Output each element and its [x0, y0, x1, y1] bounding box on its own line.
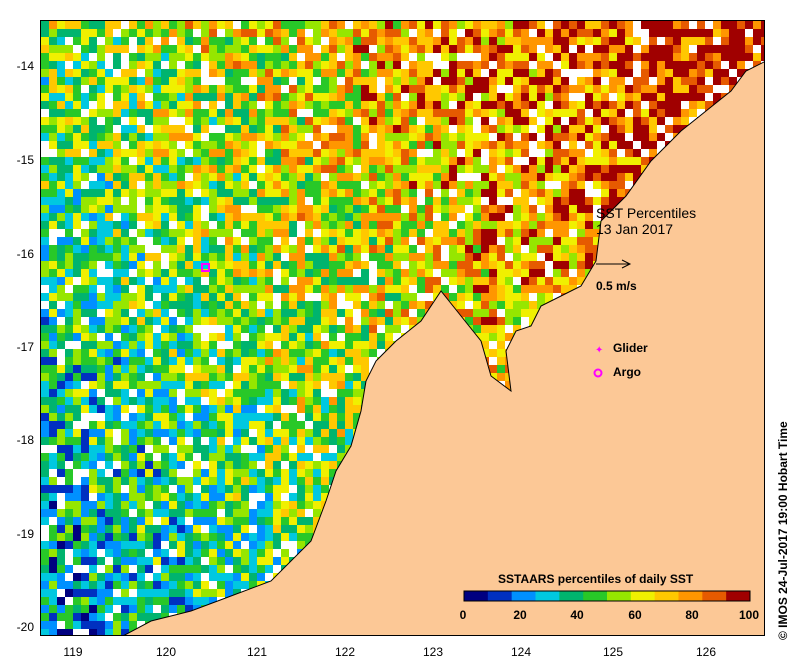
map-title: SST Percentiles — [596, 205, 697, 221]
lat-tick: -14 — [16, 59, 34, 73]
colorbar-swatch — [487, 591, 513, 601]
lon-tick: 123 — [422, 645, 444, 659]
lon-tick: 124 — [510, 645, 532, 659]
lon-tick: 122 — [334, 645, 356, 659]
colorbar-swatch — [559, 591, 584, 601]
colorbar-swatch — [535, 591, 560, 601]
lon-tick: 125 — [602, 645, 624, 659]
vector-scale-label: 0.5 m/s — [596, 279, 637, 293]
colorbar-tick: 20 — [513, 608, 527, 622]
colorbar-swatch — [464, 591, 489, 601]
colorbar-tick: 100 — [738, 608, 760, 622]
lat-tick: -17 — [16, 340, 34, 354]
glider-label: Glider — [613, 341, 648, 355]
colorbar-tick: 80 — [685, 608, 699, 622]
colorbar — [463, 590, 751, 602]
glider-legend-icon: ✦ — [595, 345, 603, 356]
argo-marker-map — [201, 263, 210, 272]
argo-label: Argo — [613, 365, 641, 379]
lon-tick: 120 — [155, 645, 177, 659]
map-canvas[interactable]: ✦ — [41, 21, 765, 636]
colorbar-tick: 60 — [628, 608, 642, 622]
lon-tick: 121 — [246, 645, 268, 659]
lat-tick: -19 — [16, 527, 34, 541]
lon-tick: 126 — [695, 645, 717, 659]
colorbar-title: SSTAARS percentiles of daily SST — [498, 572, 694, 586]
colorbar-swatch — [726, 591, 751, 601]
argo-legend-icon — [593, 368, 603, 378]
colorbar-swatch — [607, 591, 632, 601]
colorbar-tick: 0 — [459, 608, 467, 622]
colorbar-swatch — [678, 591, 703, 601]
lat-tick: -16 — [16, 247, 34, 261]
colorbar-swatch — [511, 591, 536, 601]
lon-tick: 119 — [63, 645, 83, 659]
map-date: 13 Jan 2017 — [596, 221, 674, 237]
colorbar-swatch — [654, 591, 679, 601]
lat-tick: -20 — [16, 620, 34, 634]
coastline-land — [123, 61, 764, 635]
lat-tick: -15 — [16, 153, 34, 167]
colorbar-tick: 40 — [570, 608, 584, 622]
colorbar-swatch — [702, 591, 727, 601]
colorbar-swatch — [630, 591, 656, 601]
colorbar-swatch — [583, 591, 608, 601]
lat-tick: -18 — [16, 433, 34, 447]
map-panel[interactable]: ✦ — [40, 20, 765, 636]
credit-text: © IMOS 24-Jul-2017 19:00 Hobart Time — [776, 421, 790, 640]
